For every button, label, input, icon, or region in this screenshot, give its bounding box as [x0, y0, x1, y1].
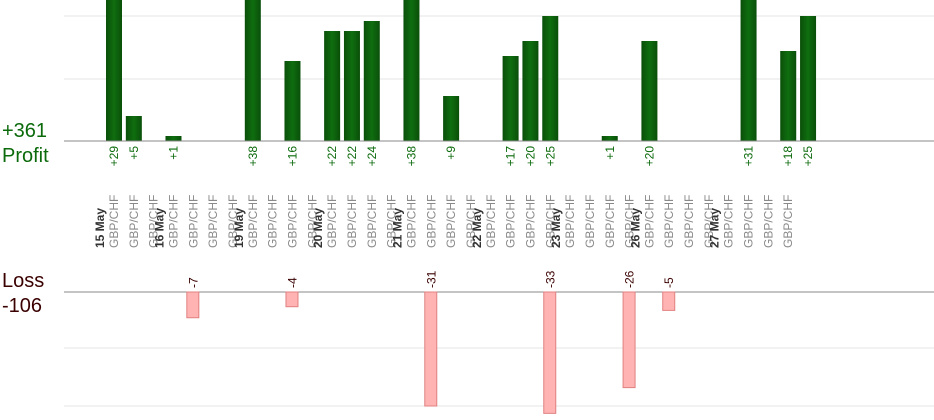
profit-value-label: +31: [742, 146, 756, 167]
pair-label: GBP/CHF: [186, 195, 200, 248]
pair-label: GBP/CHF: [365, 195, 379, 248]
profit-bar: [403, 0, 420, 141]
loss-bar: [186, 291, 200, 319]
pair-label: GBP/CHF: [642, 195, 656, 248]
profit-value-label: +5: [127, 146, 141, 160]
loss-value-label: -31: [424, 270, 438, 288]
pair-label: GBP/CHF: [523, 195, 537, 248]
profit-value-label: +16: [285, 146, 299, 167]
pair-label: GBP/CHF: [484, 195, 498, 248]
profit-bar: [641, 41, 658, 141]
pair-label: GBP/CHF: [623, 195, 637, 248]
pair-label: GBP/CHF: [761, 195, 775, 248]
profit-value-label: +25: [801, 146, 815, 167]
loss-bar: [285, 291, 299, 308]
profit-bar: [800, 16, 817, 141]
loss-total: -106: [2, 295, 43, 317]
date-label: 16 May: [152, 208, 166, 248]
loss-bar: [622, 291, 636, 389]
pair-label: GBP/CHF: [345, 195, 359, 248]
profit-total: +361: [2, 120, 48, 142]
pair-label: GBP/CHF: [246, 195, 260, 248]
pair-label: GBP/CHF: [504, 195, 518, 248]
loss-value-label: -7: [186, 277, 200, 288]
profit-bar: [363, 21, 380, 141]
profit-bar: [284, 61, 301, 141]
pair-label: GBP/CHF: [682, 195, 696, 248]
loss-label: Loss: [2, 270, 45, 292]
loss-bar: [424, 291, 438, 407]
profit-value-label: +20: [523, 146, 537, 167]
pair-label: GBP/CHF: [147, 195, 161, 248]
profit-label: Profit: [2, 145, 49, 167]
profit-value-label: +20: [642, 146, 656, 167]
pair-label: GBP/CHF: [722, 195, 736, 248]
profit-bar: [125, 116, 142, 141]
pair-label: GBP/CHF: [742, 195, 756, 248]
profit-bar: [542, 16, 559, 141]
pair-label: GBP/CHF: [444, 195, 458, 248]
pair-label: GBP/CHF: [325, 195, 339, 248]
profit-value-label: +38: [404, 146, 418, 167]
date-label: 20 May: [311, 208, 325, 248]
loss-value-label: -5: [662, 277, 676, 288]
profit-value-label: +1: [603, 146, 617, 160]
profit-bar: [502, 56, 519, 141]
profit-bar: [244, 0, 261, 141]
profit-value-label: +25: [543, 146, 557, 167]
pair-label: GBP/CHF: [107, 195, 121, 248]
date-label: 23 May: [549, 208, 563, 248]
pair-label: GBP/CHF: [662, 195, 676, 248]
loss-value-label: -4: [285, 277, 299, 288]
profit-bar: [740, 0, 757, 141]
date-label: 22 May: [470, 208, 484, 248]
pair-label: GBP/CHF: [603, 195, 617, 248]
profit-bar: [106, 0, 122, 141]
profit-value-label: +29: [107, 146, 121, 167]
pair-label: GBP/CHF: [127, 195, 141, 248]
date-label: 19 May: [232, 208, 246, 248]
profit-bar: [165, 136, 182, 141]
pair-label: GBP/CHF: [543, 195, 557, 248]
profit-bar: [780, 51, 797, 141]
profit-bar: [324, 31, 341, 141]
profit-value-label: +17: [504, 146, 518, 167]
pair-label: GBP/CHF: [424, 195, 438, 248]
profit-bar: [522, 41, 539, 141]
date-label: 26 May: [628, 208, 642, 248]
profit-value-label: +22: [345, 146, 359, 167]
date-label: 21 May: [390, 208, 404, 248]
profit-value-label: +38: [246, 146, 260, 167]
pair-label: GBP/CHF: [166, 195, 180, 248]
loss-value-label: -26: [623, 270, 637, 288]
pair-label: GBP/CHF: [702, 195, 716, 248]
pair-label: GBP/CHF: [781, 195, 795, 248]
pair-label: GBP/CHF: [404, 195, 418, 248]
loss-value-label: -33: [543, 270, 557, 288]
profit-value-label: +9: [444, 146, 458, 160]
pair-label: GBP/CHF: [305, 195, 319, 248]
date-label: 15 May: [93, 208, 107, 248]
date-label: 27 May: [708, 208, 722, 248]
profit-bar: [443, 96, 460, 141]
pair-label: GBP/CHF: [385, 195, 399, 248]
pair-label: GBP/CHF: [266, 195, 280, 248]
profit-value-label: +24: [365, 146, 379, 167]
pair-label: GBP/CHF: [464, 195, 478, 248]
pair-label: GBP/CHF: [285, 195, 299, 248]
profit-value-label: +22: [325, 146, 339, 167]
pair-label: GBP/CHF: [563, 195, 577, 248]
profit-value-label: +1: [166, 146, 180, 160]
pair-label: GBP/CHF: [583, 195, 597, 248]
loss-bar: [662, 291, 676, 311]
pair-label: GBP/CHF: [206, 195, 220, 248]
loss-bar: [543, 291, 557, 414]
profit-bar: [601, 136, 618, 141]
pair-label: GBP/CHF: [226, 195, 240, 248]
profit-bar: [343, 31, 360, 141]
profit-value-label: +18: [781, 146, 795, 167]
